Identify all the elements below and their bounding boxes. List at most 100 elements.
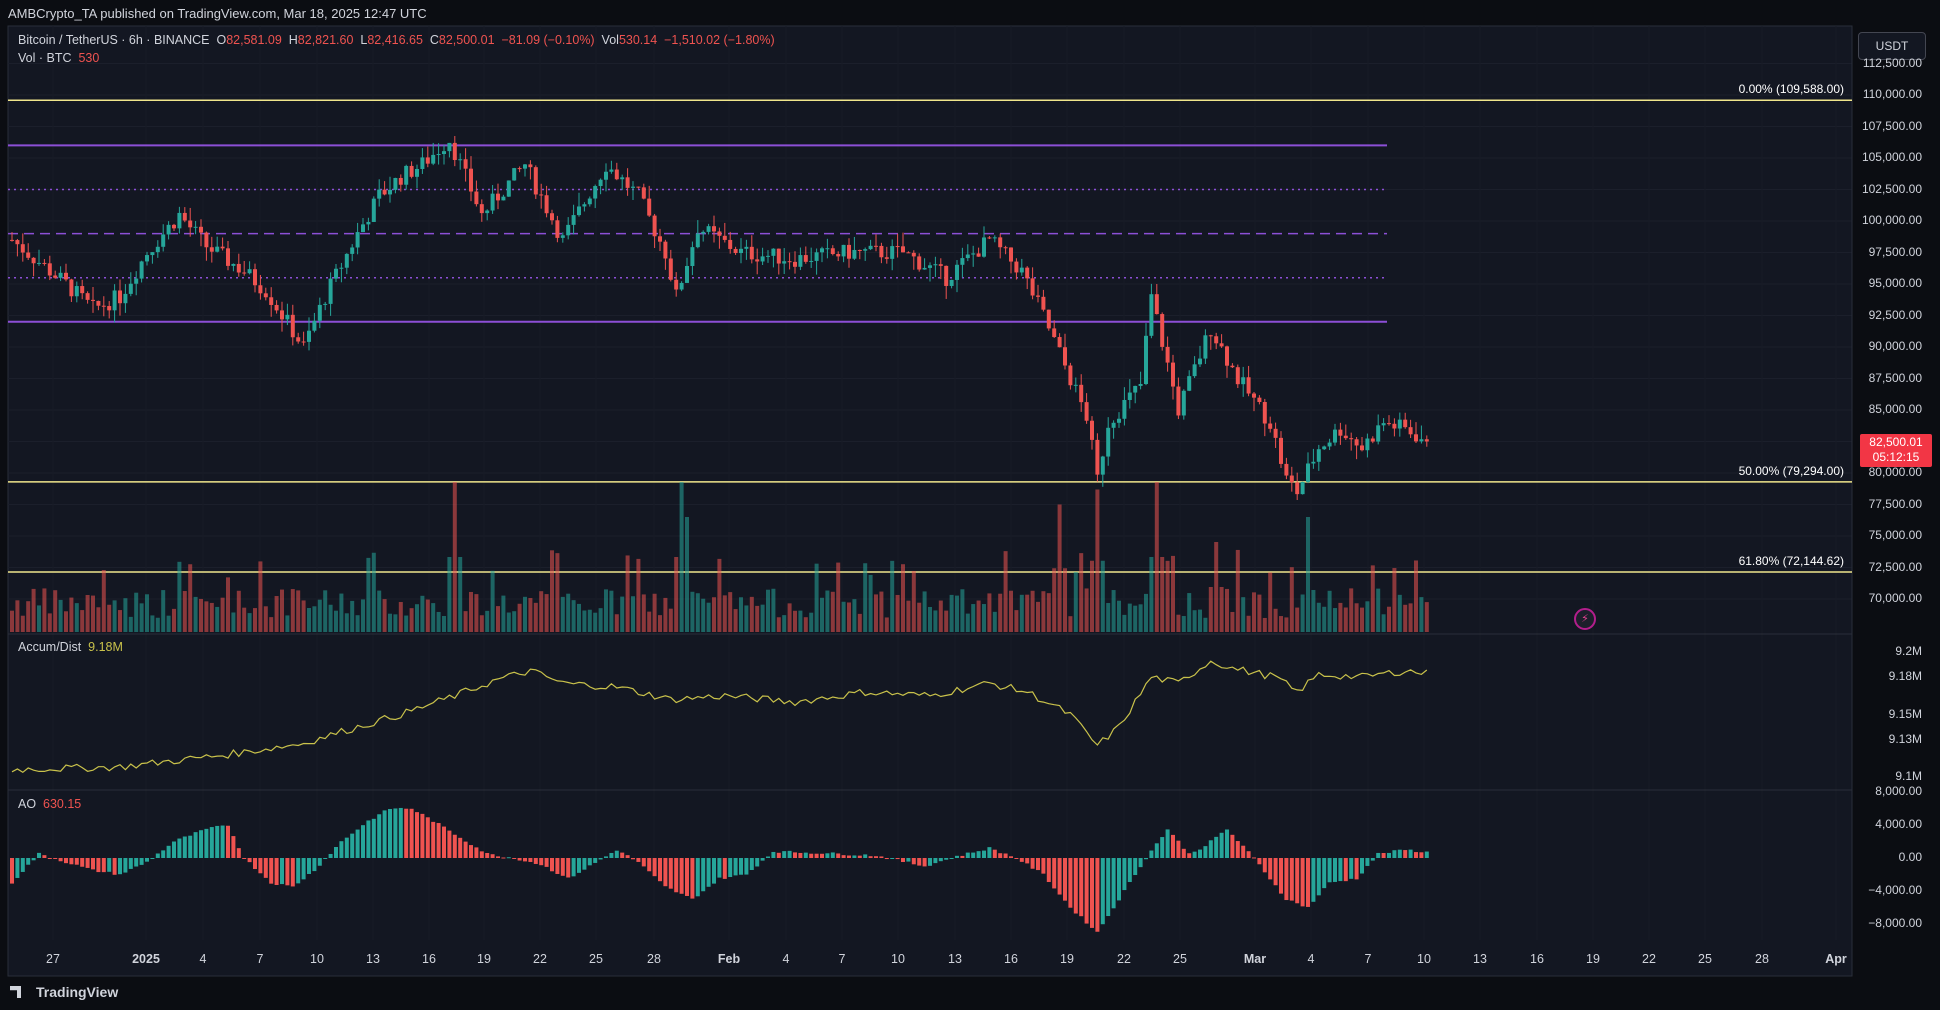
ao-bar [901,858,905,863]
ao-bar [609,852,614,858]
price-candle [280,301,284,332]
price-candle [339,262,344,283]
ao-bar [604,856,608,858]
price-candle [328,272,333,316]
price-candle [1354,437,1359,460]
price-candle [274,300,279,314]
accum-label: Accum/Dist [18,640,82,654]
volume-bar [901,564,905,632]
volume-bar [371,552,376,632]
volume-bar [64,611,68,632]
volume-bar [852,599,857,632]
ao-bar [1171,834,1175,858]
currency-button[interactable]: USDT [1858,32,1926,60]
price-candle [123,284,128,313]
volume-bar [1181,616,1186,632]
flash-icon[interactable]: ⚡ [1574,608,1596,630]
ao-bar [690,858,695,899]
volume-bar [1171,555,1175,632]
volume-bar [1252,592,1256,632]
price-candle [382,181,387,196]
price-axis-tick: 77,500.00 [1868,496,1922,511]
ao-bar [798,852,803,858]
accum-axis-tick: 9.2M [1895,644,1922,658]
ao-bar [976,851,981,858]
ao-bar [1063,858,1067,901]
volume-bar [355,615,360,632]
ao-bar [760,858,765,861]
ao-bar [803,852,808,858]
volume-bar [555,553,560,632]
ao-bar [1057,858,1062,895]
price-candle [944,265,949,299]
volume-bar [490,570,495,632]
time-axis-tick: 13 [366,952,380,966]
price-candle [852,236,857,260]
ao-bar [420,813,425,858]
ao-bar [226,825,230,858]
ao-bar [452,834,457,858]
volume-bar [1084,588,1089,632]
price-candle [1316,444,1321,471]
ao-bar [728,858,733,877]
volume-bar [263,606,268,632]
accum-axis-tick: 9.13M [1888,731,1922,746]
ao-bar [447,830,452,858]
volume-bar [566,593,571,632]
volume-bar [793,610,797,632]
volume-bar [69,597,74,632]
ao-bar [1333,858,1337,882]
ao-bar [922,858,927,867]
price-axis-tick: 87,500.00 [1868,370,1922,385]
accum-axis-tick: 9.15M [1888,706,1922,721]
price-candle [204,231,209,261]
ao-bar [685,858,689,896]
volume-bar [971,604,976,632]
time-axis-tick: Apr [1825,952,1847,966]
price-candle [458,153,463,170]
price-candle [463,148,468,182]
volume-bar [398,602,403,632]
ao-bar [814,853,819,858]
ao-bar [933,858,938,864]
volume-bar [1230,611,1235,632]
price-candle [1252,392,1256,412]
ao-bar [793,852,797,858]
ao-bar [263,858,268,878]
ao-bar [328,853,333,858]
ao-bar [766,856,770,858]
price-candle [1171,354,1175,400]
ao-bar [971,852,976,858]
volume-bar [1095,489,1100,632]
price-candle [1187,370,1192,392]
price-candle [949,279,954,289]
symbol-name[interactable]: Bitcoin / TetherUS · 6h · BINANCE [18,33,210,47]
price-candle [10,232,14,242]
price-candle [479,199,484,222]
volume-bar [998,593,1003,632]
ao-bar [1279,858,1283,894]
ao-bar [1365,858,1370,866]
time-axis-tick: 28 [1755,952,1769,966]
volume-bar [334,610,338,632]
price-candle [91,287,95,313]
price-candle [1295,472,1300,501]
price-candle [874,234,878,252]
volume-bar [425,599,430,632]
ao-bar [215,825,220,858]
price-candle [560,232,565,243]
price-candle [830,245,835,256]
ao-bar [1257,858,1262,865]
volume-bar [749,596,754,632]
volume-bar [199,598,203,632]
price-candle [1090,416,1094,450]
ao-bar [1122,858,1127,891]
ao-bar [118,858,122,875]
ao-bar [668,858,673,889]
ao-bar [312,858,317,872]
volume-bar [949,594,954,632]
volume-bar [1106,603,1111,632]
price-candle [641,183,646,200]
ao-bar [550,858,554,872]
